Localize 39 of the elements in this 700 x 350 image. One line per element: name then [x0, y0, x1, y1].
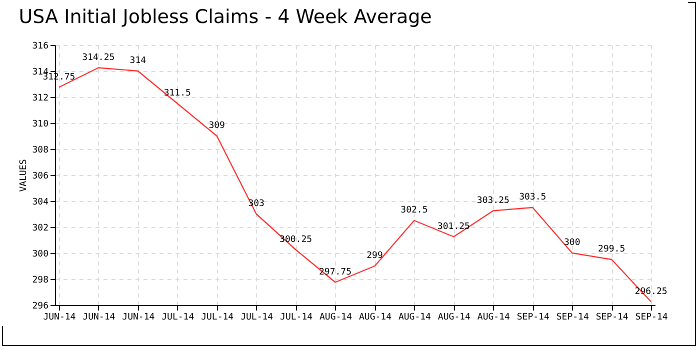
y-tick-label: 302 — [32, 224, 48, 234]
y-tick-label: 306 — [32, 172, 48, 182]
data-label: 311.5 — [164, 88, 191, 98]
x-tick-label: SEP-14 — [516, 312, 550, 322]
data-label: 302.5 — [400, 206, 428, 216]
x-tick-label: JUN-14 — [82, 312, 116, 322]
data-label: 314 — [130, 56, 146, 66]
x-tick-label: SEP-14 — [635, 312, 668, 322]
data-label: 303.25 — [476, 196, 510, 206]
data-label: 299.5 — [598, 244, 626, 254]
chart-title: USA Initial Jobless Claims - 4 Week Average — [18, 6, 432, 28]
data-label: 309 — [208, 121, 225, 131]
x-tick-label: JUL-14 — [162, 312, 194, 322]
data-label: 314.25 — [82, 52, 115, 63]
x-tick-label: SEP-14 — [596, 312, 628, 322]
x-tick-label: AUG-14 — [438, 312, 470, 322]
y-tick-label: 300 — [32, 250, 48, 260]
y-tick-label: 298 — [32, 276, 48, 286]
y-tick-label: 308 — [32, 146, 48, 156]
y-tick-label: 296 — [32, 302, 48, 312]
data-label: 303.5 — [519, 192, 546, 202]
x-tick-label: AUG-14 — [358, 312, 392, 322]
data-label: 301.25 — [437, 222, 470, 232]
y-tick-label: 304 — [32, 198, 48, 208]
x-tick-label: JUL-14 — [240, 312, 274, 322]
data-label: 299 — [366, 251, 383, 261]
y-tick-label: 310 — [32, 120, 48, 130]
x-tick-label: JUN-14 — [43, 312, 76, 322]
x-tick-label: SEP-14 — [556, 312, 589, 322]
y-axis-title: VALUES — [19, 159, 30, 192]
y-tick-label: 312 — [32, 94, 48, 104]
x-tick-label: JUL-14 — [280, 312, 313, 322]
x-tick-label: AUG-14 — [398, 312, 431, 322]
data-label: 300 — [564, 238, 580, 248]
x-tick-label: AUG-14 — [320, 312, 352, 322]
x-tick-label: JUL-14 — [201, 312, 234, 322]
x-tick-label: AUG-14 — [477, 312, 510, 322]
x-tick-label: JUN-14 — [122, 312, 155, 322]
y-tick-label: 316 — [32, 42, 48, 52]
